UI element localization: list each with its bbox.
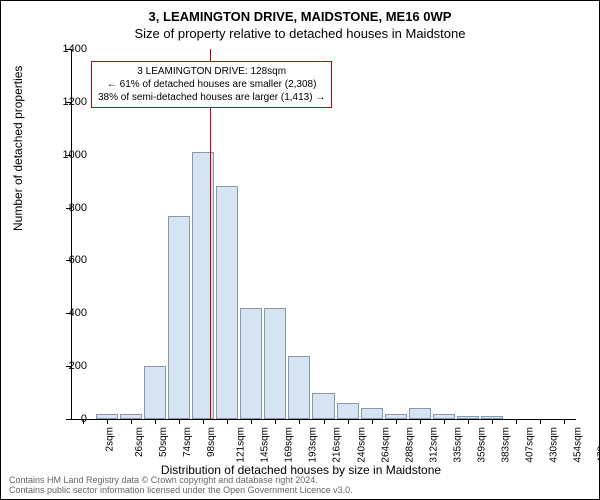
y-axis-label: Number of detached properties <box>11 66 25 231</box>
x-tick-mark <box>324 419 325 424</box>
histogram-bar <box>264 308 286 419</box>
footer-attribution: Contains HM Land Registry data © Crown c… <box>9 476 353 496</box>
x-tick-label: 454sqm <box>573 427 584 463</box>
y-tick-mark <box>66 49 71 50</box>
histogram-bar <box>409 408 431 419</box>
x-tick-label: 359sqm <box>476 427 487 463</box>
x-tick-label: 50sqm <box>158 427 169 457</box>
x-tick-label: 145sqm <box>260 427 271 463</box>
x-tick-mark <box>348 419 349 424</box>
y-tick-mark <box>66 102 71 103</box>
x-tick-mark <box>83 419 84 424</box>
footer-line-2: Contains public sector information licen… <box>9 486 353 496</box>
x-tick-label: 98sqm <box>206 427 217 457</box>
x-tick-mark <box>516 419 517 424</box>
x-tick-mark <box>107 419 108 424</box>
x-tick-mark <box>203 419 204 424</box>
histogram-bar <box>312 393 334 419</box>
x-tick-label: 240sqm <box>356 427 367 463</box>
annotation-box: 3 LEAMINGTON DRIVE: 128sqm← 61% of detac… <box>91 61 332 108</box>
page-title-1: 3, LEAMINGTON DRIVE, MAIDSTONE, ME16 0WP <box>1 1 599 24</box>
x-tick-label: 407sqm <box>524 427 535 463</box>
x-tick-mark <box>251 419 252 424</box>
x-tick-label: 335sqm <box>452 427 463 463</box>
x-tick-mark <box>179 419 180 424</box>
x-tick-mark <box>444 419 445 424</box>
x-tick-label: 478sqm <box>597 427 600 463</box>
x-tick-mark <box>155 419 156 424</box>
annotation-line: 38% of semi-detached houses are larger (… <box>98 91 325 104</box>
x-tick-mark <box>372 419 373 424</box>
histogram-bar <box>288 356 310 419</box>
x-tick-mark <box>275 419 276 424</box>
y-tick-mark <box>66 260 71 261</box>
x-tick-label: 74sqm <box>182 427 193 457</box>
page-title-2: Size of property relative to detached ho… <box>1 24 599 41</box>
x-tick-label: 121sqm <box>236 427 247 463</box>
x-tick-mark <box>227 419 228 424</box>
x-tick-label: 312sqm <box>428 427 439 463</box>
x-tick-mark <box>299 419 300 424</box>
histogram-bar <box>240 308 262 419</box>
x-tick-mark <box>131 419 132 424</box>
x-tick-label: 430sqm <box>548 427 559 463</box>
y-tick-mark <box>66 208 71 209</box>
x-tick-mark <box>564 419 565 424</box>
x-tick-label: 193sqm <box>308 427 319 463</box>
x-tick-label: 383sqm <box>500 427 511 463</box>
annotation-line: 3 LEAMINGTON DRIVE: 128sqm <box>98 65 325 78</box>
y-tick-mark <box>66 155 71 156</box>
x-tick-mark <box>420 419 421 424</box>
y-tick-mark <box>66 419 71 420</box>
x-tick-mark <box>396 419 397 424</box>
histogram-bar <box>337 403 359 419</box>
x-tick-label: 169sqm <box>284 427 295 463</box>
x-tick-label: 288sqm <box>404 427 415 463</box>
annotation-line: ← 61% of detached houses are smaller (2,… <box>98 78 325 91</box>
y-tick-mark <box>66 313 71 314</box>
chart-plot-area: 3 LEAMINGTON DRIVE: 128sqm← 61% of detac… <box>71 49 576 419</box>
histogram-bar <box>216 186 238 419</box>
x-tick-mark <box>540 419 541 424</box>
x-tick-mark <box>492 419 493 424</box>
histogram-bar <box>168 216 190 420</box>
x-tick-label: 264sqm <box>380 427 391 463</box>
histogram-bar <box>361 408 383 419</box>
x-tick-label: 2sqm <box>104 427 115 451</box>
histogram-bar <box>144 366 166 419</box>
y-tick-mark <box>66 366 71 367</box>
x-tick-mark <box>468 419 469 424</box>
x-tick-label: 26sqm <box>134 427 145 457</box>
x-tick-label: 216sqm <box>332 427 343 463</box>
